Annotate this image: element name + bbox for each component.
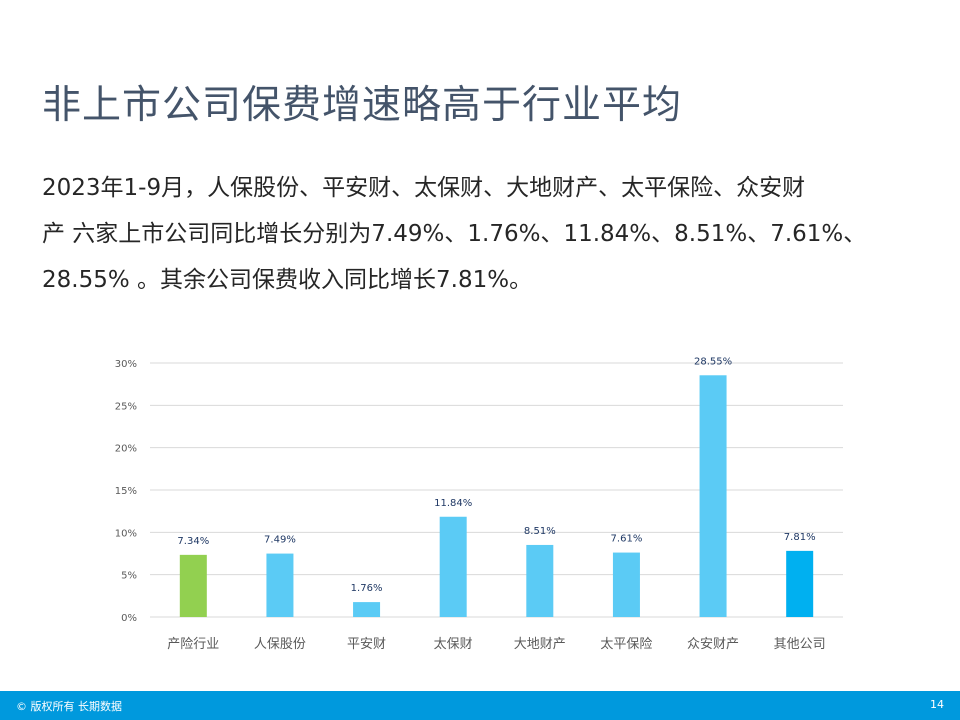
summary-text: 2023年1-9月，人保股份、平安财、太保财、大地财产、太平保险、众安财 产 六…	[42, 165, 932, 303]
data-label: 7.34%	[177, 536, 209, 547]
data-label: 7.61%	[611, 534, 643, 545]
x-tick-label: 大地财产	[514, 637, 566, 652]
bar	[786, 550, 814, 617]
data-label: 28.55%	[694, 356, 732, 367]
y-tick-label: 15%	[115, 486, 137, 497]
x-tick-label: 太保财	[434, 637, 473, 652]
data-label: 7.81%	[784, 532, 816, 543]
y-tick-label: 0%	[121, 613, 137, 624]
y-tick-label: 25%	[115, 401, 137, 412]
y-tick-label: 20%	[115, 444, 137, 455]
summary-line: 28.55% 。其余公司保费收入同比增长7.81%。	[42, 267, 533, 293]
summary-line: 产 六家上市公司同比增长分别为7.49%、1.76%、11.84%、8.51%、…	[42, 221, 867, 247]
x-tick-label: 产险行业	[167, 637, 219, 652]
y-tick-label: 5%	[121, 571, 137, 582]
x-tick-label: 平安财	[347, 637, 386, 652]
x-tick-label: 人保股份	[254, 637, 306, 652]
bar	[439, 516, 467, 617]
bar	[266, 553, 294, 617]
footer-bar: © 版权所有 长期数据 14	[0, 691, 960, 720]
summary-line: 2023年1-9月，人保股份、平安财、太保财、大地财产、太平保险、众安财	[42, 175, 806, 201]
bar	[526, 544, 554, 617]
bar	[699, 375, 727, 617]
y-tick-label: 30%	[115, 359, 137, 370]
x-tick-label: 太平保险	[600, 637, 652, 652]
bar	[353, 602, 381, 617]
data-label: 11.84%	[434, 498, 472, 509]
data-label: 7.49%	[264, 535, 296, 546]
y-tick-label: 10%	[115, 528, 137, 539]
copyright-text: © 版权所有 长期数据	[16, 700, 122, 713]
x-tick-label: 众安财产	[687, 637, 739, 652]
data-label: 1.76%	[351, 583, 383, 594]
bar	[612, 552, 640, 617]
page-number: 14	[930, 698, 944, 711]
data-label: 8.51%	[524, 526, 556, 537]
bar-chart: 0% 5% 10% 15% 20% 25% 30% 7.34% 产险行业 7.49% 人保股份 1.7…	[115, 356, 843, 652]
x-tick-label: 其他公司	[774, 637, 826, 652]
bar	[179, 554, 207, 617]
page-title: 非上市公司保费增速略高于行业平均	[42, 83, 683, 128]
